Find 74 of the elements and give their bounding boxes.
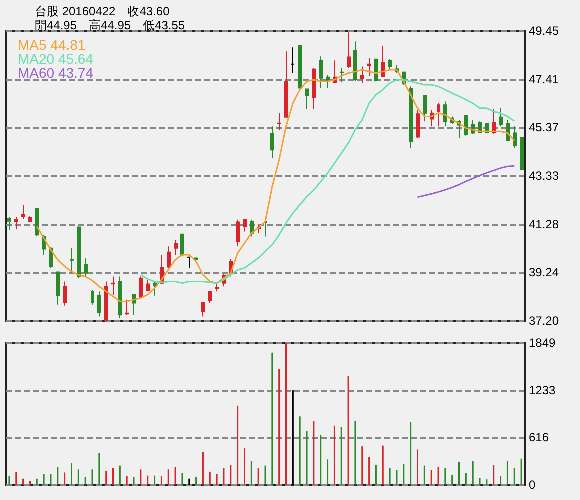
candlestick — [201, 302, 205, 318]
candlestick — [312, 68, 316, 110]
candlestick — [443, 101, 447, 128]
candlestick — [56, 271, 60, 306]
chart-subtitle: 開44.95 高44.95 低43.55 — [35, 18, 186, 32]
candlestick — [437, 102, 440, 128]
candlestick — [381, 45, 385, 78]
text: MA20 45.64 — [18, 51, 94, 67]
candlestick — [139, 276, 143, 299]
y-tick-label: 49.45 — [529, 24, 560, 38]
y-tick-label: 47.41 — [529, 72, 560, 86]
candlestick — [125, 299, 129, 316]
candlestick — [146, 280, 150, 292]
chart-title: 台股 20160422 收43.60 — [35, 4, 170, 18]
candlestick — [353, 41, 357, 82]
candlestick — [291, 47, 295, 74]
candlestick — [464, 114, 468, 136]
y-tick-label: 43.33 — [529, 168, 560, 183]
candlestick — [326, 74, 330, 89]
candlestick — [340, 68, 344, 84]
candlestick — [319, 56, 323, 89]
candlestick — [416, 110, 420, 139]
candlestick — [305, 88, 309, 110]
y-tick-label: 616 — [529, 430, 550, 445]
candlestick — [28, 216, 32, 223]
candlestick — [367, 58, 371, 76]
y-tick-label: 0 — [529, 478, 536, 492]
candlestick — [388, 58, 392, 71]
candlestick — [84, 258, 88, 278]
candlestick — [153, 281, 157, 296]
candlestick — [180, 234, 184, 258]
text: MA5 44.81 — [18, 37, 86, 53]
candlestick — [347, 32, 351, 69]
candlestick — [187, 256, 191, 269]
y-tick-label: 37.20 — [529, 314, 560, 328]
candlestick — [374, 58, 378, 82]
candlestick — [35, 208, 39, 237]
candlestick — [423, 95, 427, 122]
candlestick — [174, 240, 178, 256]
text: MA60 43.74 — [18, 65, 94, 81]
line-series — [416, 165, 516, 198]
candlestick — [14, 217, 18, 230]
candlestick — [21, 204, 25, 220]
y-tick-label: 39.24 — [529, 266, 560, 280]
candlestick — [70, 248, 74, 274]
candlestick — [298, 45, 302, 89]
candlestick — [167, 246, 171, 269]
candlestick — [118, 276, 122, 319]
y-tick-label: 1849 — [529, 336, 556, 350]
candlestick — [513, 126, 517, 149]
candlestick — [7, 217, 11, 230]
candlestick — [284, 51, 288, 118]
candlestick — [63, 281, 67, 306]
candlestick — [499, 108, 503, 128]
candlestick — [77, 226, 81, 279]
candlestick — [91, 289, 94, 306]
candlestick — [250, 219, 254, 238]
candlestick — [215, 282, 219, 292]
y-tick-label: 45.37 — [529, 120, 560, 135]
candlestick — [409, 86, 413, 149]
candlestick — [208, 291, 212, 304]
candlestick — [236, 219, 240, 248]
candlestick — [264, 219, 267, 238]
candlestick — [360, 66, 364, 84]
candlestick — [104, 281, 108, 322]
candlestick — [520, 137, 524, 172]
candlestick — [270, 126, 274, 159]
candlestick — [111, 276, 115, 296]
candlestick — [277, 112, 281, 130]
candlestick — [97, 291, 101, 318]
candlestick — [243, 218, 247, 232]
y-tick-label: 1233 — [529, 383, 556, 398]
line-series — [140, 79, 516, 284]
y-tick-label: 41.28 — [529, 217, 560, 232]
